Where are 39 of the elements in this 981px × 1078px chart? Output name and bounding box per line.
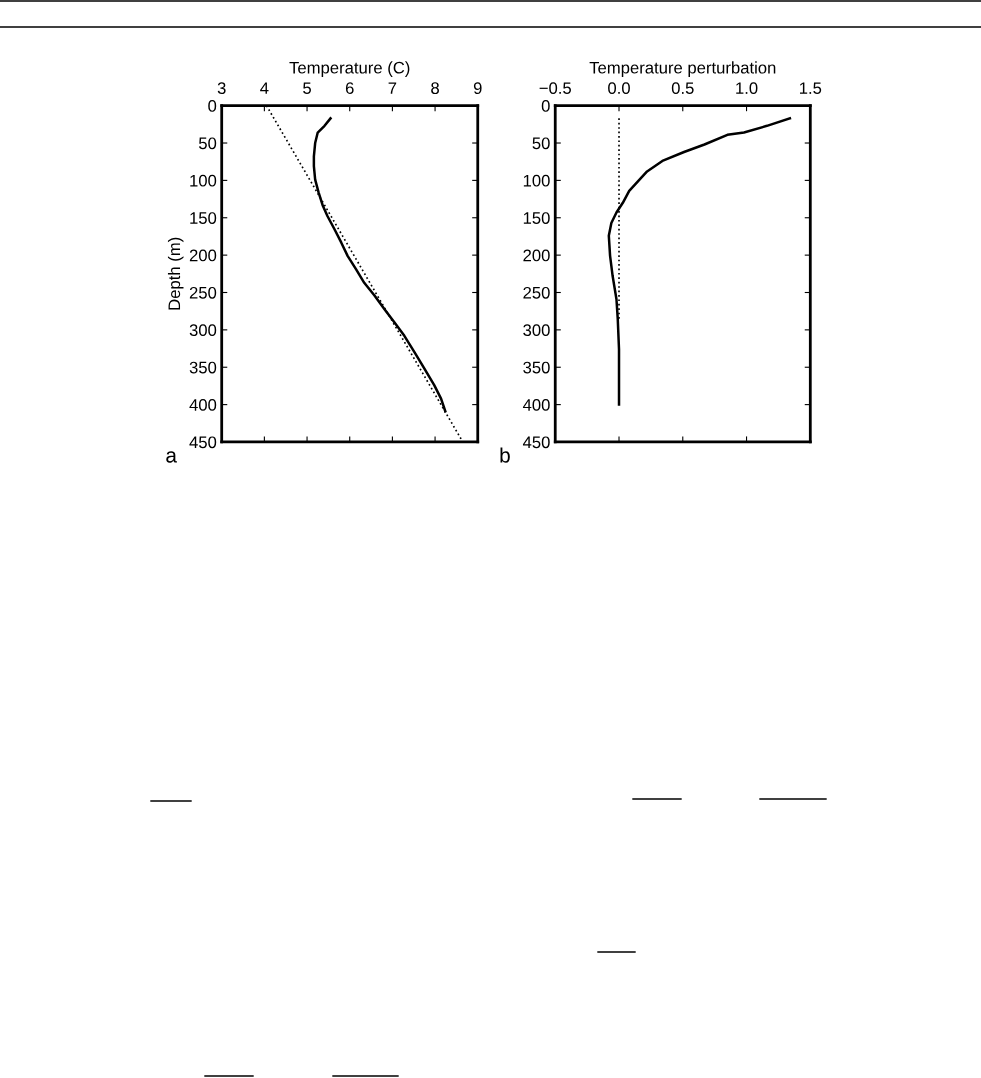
x-tick-label: 0.0 <box>608 82 630 95</box>
y-tick-label: 300 <box>523 324 550 337</box>
y-tick-label: 450 <box>522 436 550 449</box>
y-tick-label: 400 <box>522 399 550 411</box>
y-tick-label: 0 <box>541 100 550 112</box>
y-tick-label: 50 <box>532 137 550 150</box>
y-tick-label: 50 <box>198 137 217 150</box>
y-tick-label: 0 <box>208 100 217 112</box>
line-series <box>312 117 447 413</box>
x-tick-label: 1.0 <box>736 82 758 95</box>
x-tick-label: 5 <box>303 82 311 95</box>
y-tick-label: 300 <box>189 324 217 337</box>
y-tick-label: 200 <box>523 249 550 262</box>
y-tick-label: 450 <box>189 436 217 449</box>
x-axis-title: Temperature (C) <box>289 61 410 77</box>
y-axis-title: Depth (m) <box>167 237 184 310</box>
x-tick-label: 4 <box>260 82 269 94</box>
x-tick-label: 1.5 <box>799 82 822 95</box>
x-tick-label: 8 <box>431 82 439 95</box>
y-tick-label: 150 <box>523 212 550 224</box>
x-tick-label: 7 <box>388 82 397 94</box>
y-tick-label: 200 <box>189 249 217 262</box>
text: b <box>500 447 510 463</box>
y-tick-label: 150 <box>190 212 217 224</box>
y-tick-label: 250 <box>523 286 550 299</box>
x-tick-label: 0.5 <box>671 82 694 95</box>
y-tick-label: 100 <box>523 174 550 187</box>
x-axis-title: Temperature perturbation <box>589 61 776 77</box>
y-tick-label: 350 <box>523 361 550 374</box>
x-tick-label: 9 <box>473 82 482 95</box>
x-tick-label: 3 <box>217 82 226 95</box>
text: a <box>166 451 177 463</box>
x-tick-label: 6 <box>345 82 354 95</box>
y-tick-label: 350 <box>189 361 217 374</box>
y-tick-label: 100 <box>190 174 217 187</box>
y-tick-label: 400 <box>189 399 217 411</box>
line-series <box>607 117 792 406</box>
x-tick-label: −0.5 <box>539 82 571 95</box>
y-tick-label: 250 <box>189 286 217 299</box>
